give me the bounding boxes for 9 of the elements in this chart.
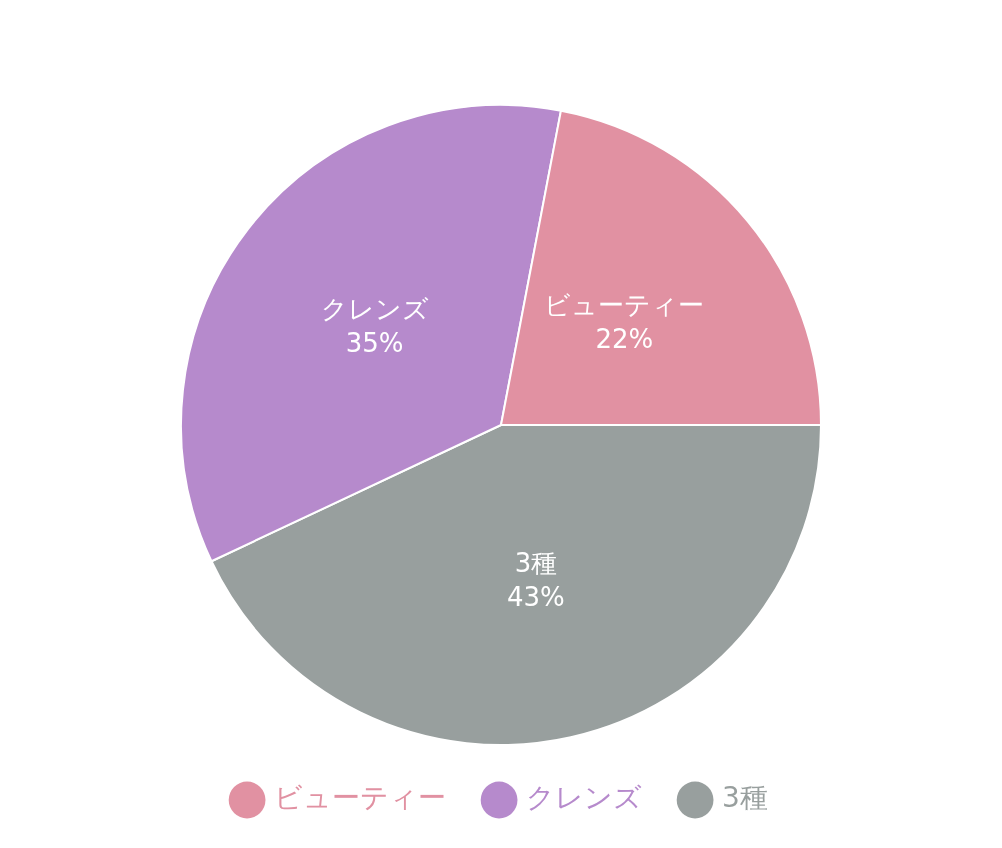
data-label: 35% bbox=[345, 327, 404, 358]
slice-label: 3種 bbox=[514, 547, 558, 578]
data-label: 43% bbox=[507, 581, 565, 612]
data-label: 22% bbox=[595, 323, 654, 354]
legend-label: ビューティー bbox=[274, 781, 447, 815]
legend-label: 3種 bbox=[722, 781, 768, 815]
slice-label: クレンズ bbox=[320, 293, 429, 324]
slice-label: ビューティー bbox=[544, 289, 705, 320]
legend-label: クレンズ bbox=[526, 781, 643, 815]
